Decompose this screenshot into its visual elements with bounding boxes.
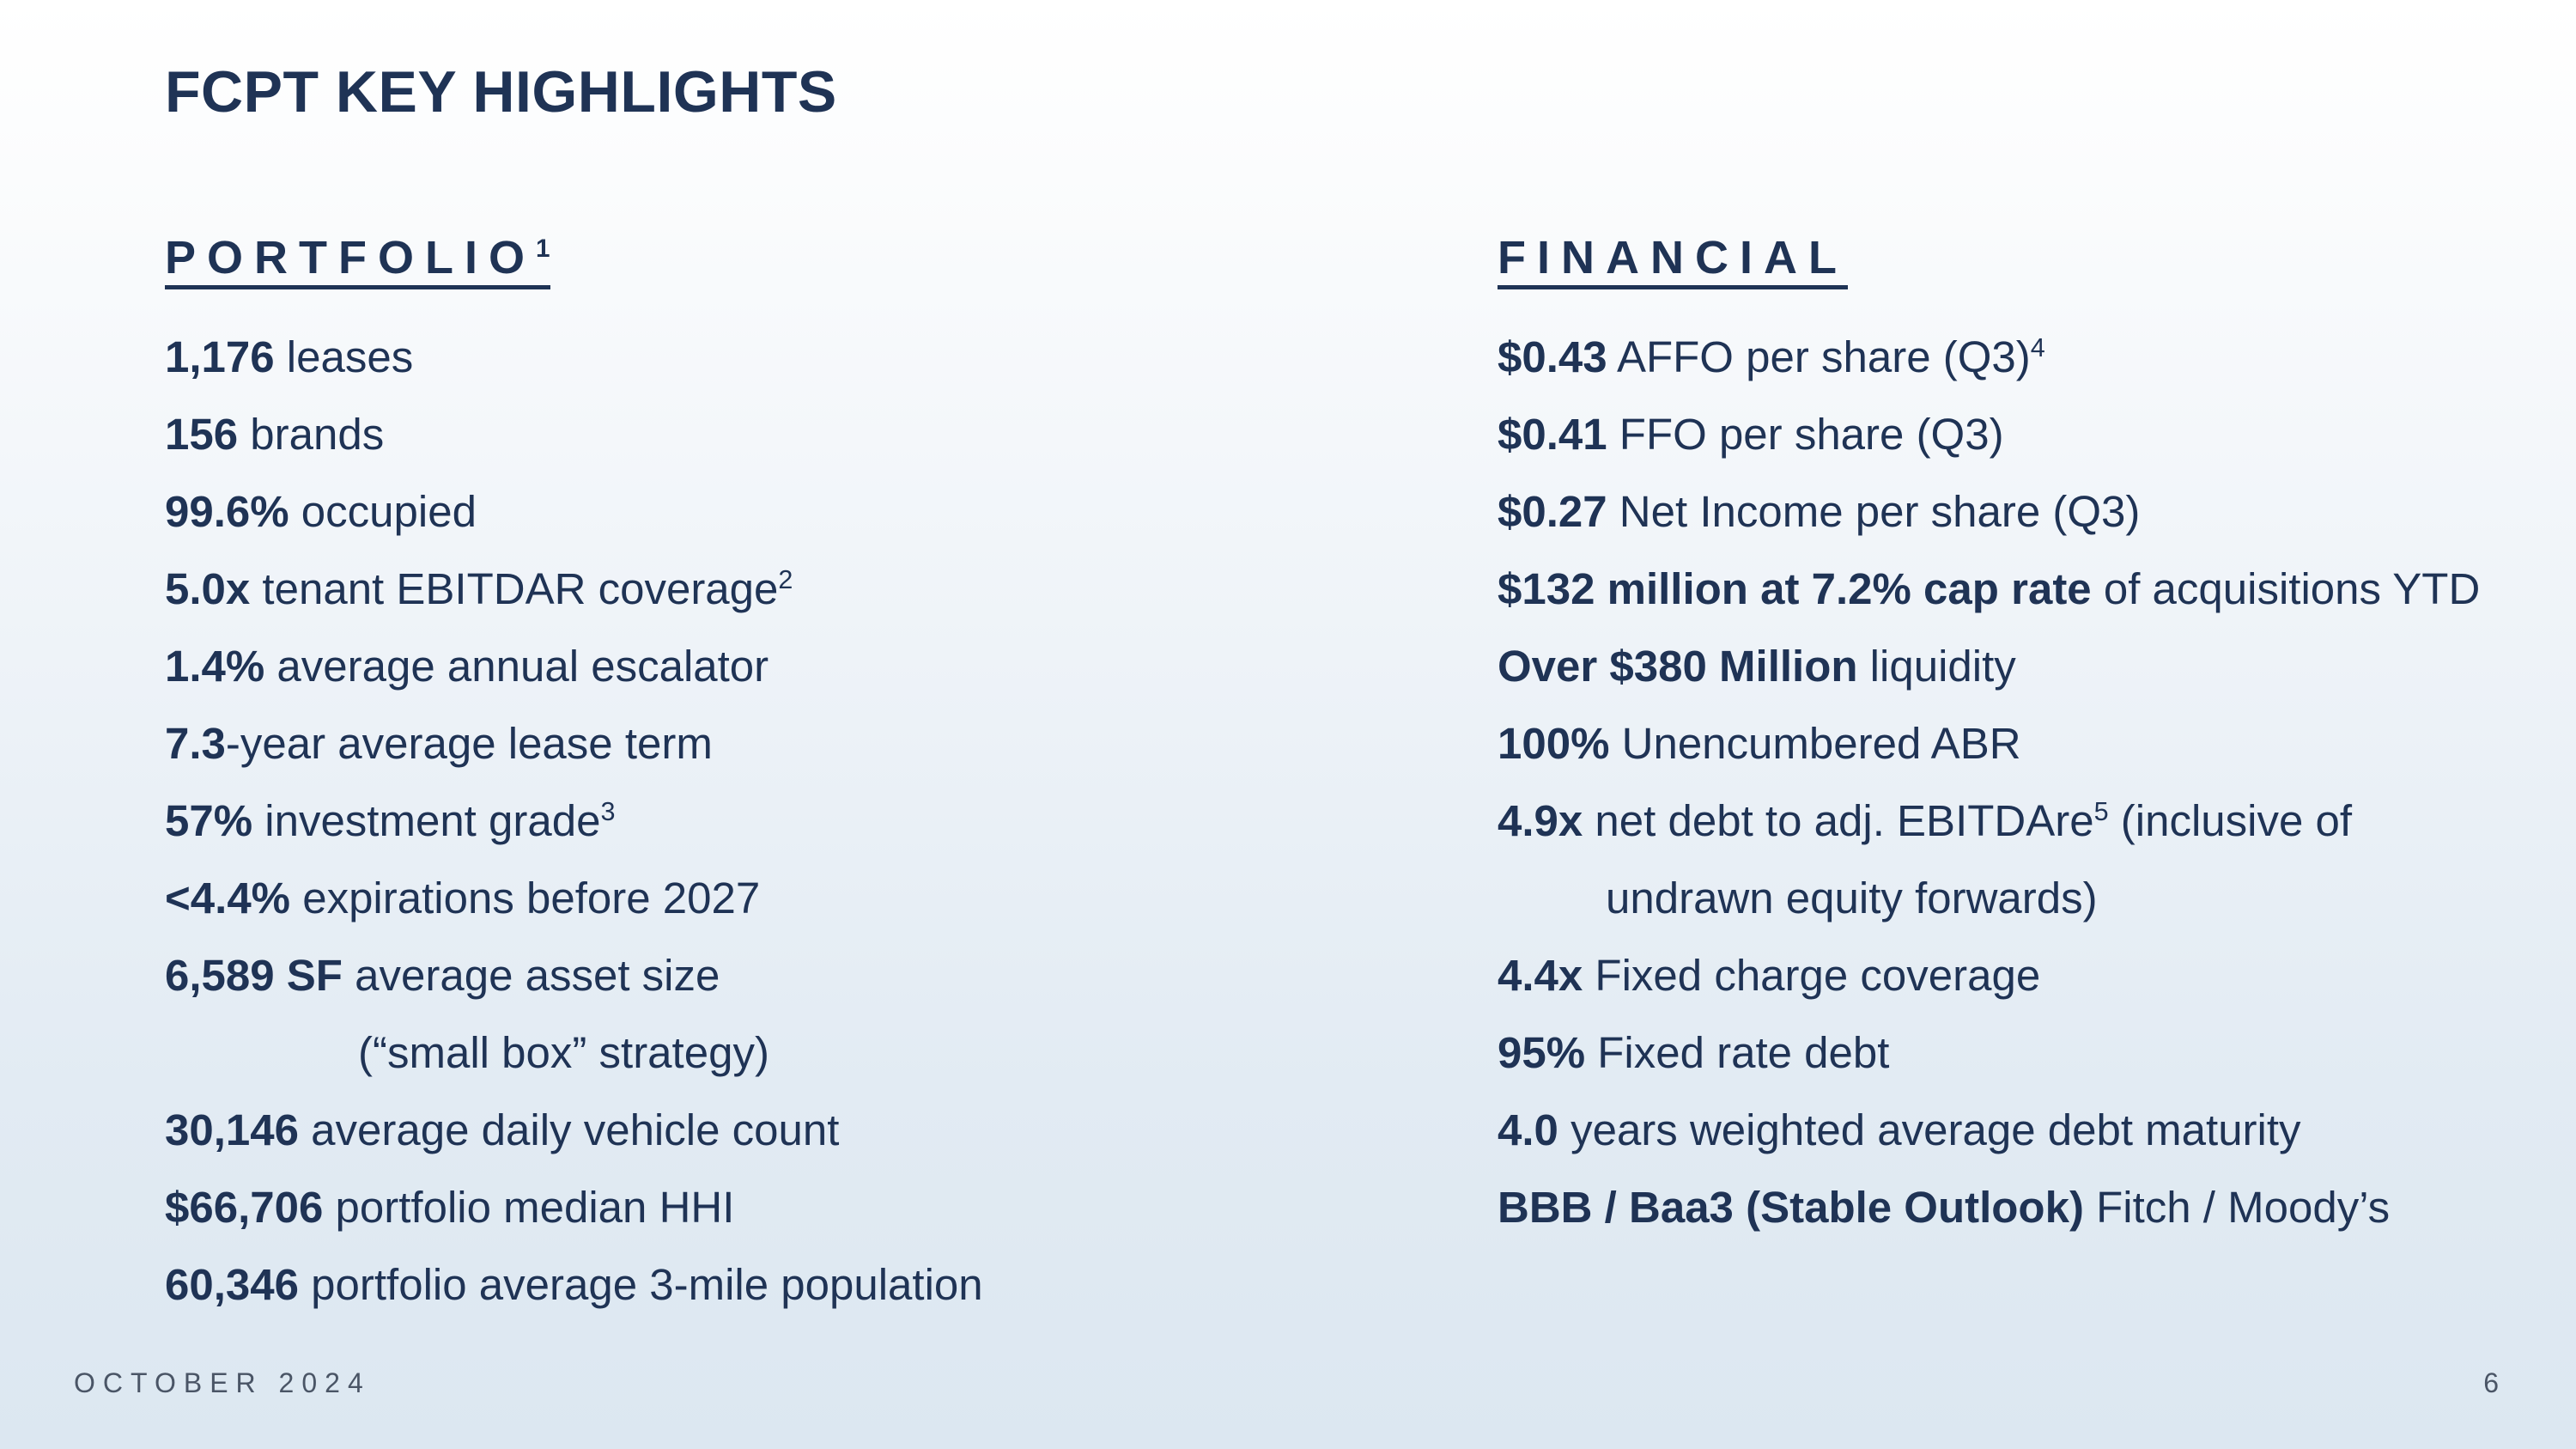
financial-item: 100% Unencumbered ABR [1498,705,2562,782]
portfolio-item: 60,346 portfolio average 3-mile populati… [165,1246,1410,1324]
metric-value: 1.4% [165,642,265,691]
metric-label: brands [238,410,385,459]
footnote-marker: 3 [600,797,616,826]
metric-label: average annual escalator [264,642,769,691]
metric-value: BBB / Baa3 (Stable Outlook) [1498,1183,2084,1232]
financial-section: FINANCIAL $0.43 AFFO per share (Q3)4 $0.… [1498,230,2562,1246]
portfolio-item: 1,176 leases [165,319,1410,396]
financial-item: 4.0 years weighted average debt maturity [1498,1092,2562,1169]
metric-label: leases [274,332,414,381]
portfolio-item: $66,706 portfolio median HHI [165,1169,1410,1246]
metric-value: 60,346 [165,1260,299,1309]
metric-label-continued: (inclusive of [2108,796,2353,845]
metric-label: investment grade [252,796,601,845]
metric-label: Fixed rate debt [1585,1028,1890,1077]
portfolio-item-continuation: (“small box” strategy) [165,1014,1410,1092]
footnote-marker: 2 [778,565,793,594]
footnote-marker: 5 [2093,797,2109,826]
portfolio-item: 57% investment grade3 [165,782,1410,860]
metric-label: portfolio median HHI [323,1183,735,1232]
financial-item: BBB / Baa3 (Stable Outlook) Fitch / Mood… [1498,1169,2562,1246]
metric-label: portfolio average 3-mile population [299,1260,983,1309]
metric-label: undrawn equity forwards) [1606,874,2098,922]
portfolio-item: 7.3-year average lease term [165,705,1410,782]
metric-value: 156 [165,410,239,459]
metric-label: years weighted average debt maturity [1558,1105,2301,1154]
portfolio-item: 1.4% average annual escalator [165,628,1410,705]
portfolio-section: PORTFOLIO1 1,176 leases 156 brands 99.6%… [165,230,1410,1324]
metric-value: 4.4x [1498,951,1583,1000]
portfolio-item: 6,589 SF average asset size [165,937,1410,1014]
page-number: 6 [2483,1367,2499,1398]
metric-label: AFFO per share (Q3) [1607,332,2031,381]
metric-value: 95% [1498,1028,1586,1077]
financial-heading: FINANCIAL [1498,230,1848,289]
page-title: FCPT KEY HIGHLIGHTS [165,59,837,125]
metric-label: Unencumbered ABR [1609,719,2021,768]
metric-label: of acquisitions YTD [2091,564,2481,613]
metric-value: 4.9x [1498,796,1583,845]
metric-label: (“small box” strategy) [358,1028,769,1077]
footnote-marker: 1 [535,234,550,263]
metric-label: Fixed charge coverage [1583,951,2041,1000]
portfolio-heading-text: PORTFOLIO [165,232,536,283]
metric-value: 5.0x [165,564,251,613]
metric-value: $66,706 [165,1183,324,1232]
portfolio-item: 5.0x tenant EBITDAR coverage2 [165,551,1410,628]
financial-item: $0.41 FFO per share (Q3) [1498,396,2562,473]
metric-label: average daily vehicle count [299,1105,840,1154]
metric-label: Fitch / Moody’s [2083,1183,2391,1232]
financial-item: $0.27 Net Income per share (Q3) [1498,473,2562,551]
financial-item: 4.9x net debt to adj. EBITDAre5 (inclusi… [1498,782,2562,860]
financial-item: Over $380 Million liquidity [1498,628,2562,705]
portfolio-item: 30,146 average daily vehicle count [165,1092,1410,1169]
footnote-marker: 4 [2030,333,2045,362]
metric-label: average asset size [342,951,720,1000]
metric-value: 6,589 SF [165,951,343,1000]
metric-value: 30,146 [165,1105,299,1154]
financial-item: $132 million at 7.2% cap rate of acquisi… [1498,551,2562,628]
metric-label: net debt to adj. EBITDAre [1583,796,2094,845]
metric-value: 100% [1498,719,1610,768]
metric-value: 57% [165,796,253,845]
metric-value: 1,176 [165,332,275,381]
metric-label: Net Income per share (Q3) [1607,487,2141,536]
metric-value: 4.0 [1498,1105,1558,1154]
financial-item: 4.4x Fixed charge coverage [1498,937,2562,1014]
portfolio-heading: PORTFOLIO1 [165,230,550,289]
metric-value: $0.43 [1498,332,1607,381]
metric-label: occupied [289,487,477,536]
metric-value: 7.3 [165,719,226,768]
metric-label: FFO per share (Q3) [1607,410,2004,459]
metric-value: <4.4% [165,874,291,922]
metric-value: $132 million at 7.2% cap rate [1498,564,2092,613]
portfolio-item: <4.4% expirations before 2027 [165,860,1410,937]
metric-label: expirations before 2027 [290,874,761,922]
metric-value: Over $380 Million [1498,642,1858,691]
metric-label: liquidity [1857,642,2016,691]
footer-date: OCTOBER 2024 [74,1367,371,1398]
metric-label: -year average lease term [225,719,713,768]
portfolio-item: 156 brands [165,396,1410,473]
metric-value: $0.27 [1498,487,1607,536]
financial-item: 95% Fixed rate debt [1498,1014,2562,1092]
portfolio-item: 99.6% occupied [165,473,1410,551]
financial-item: $0.43 AFFO per share (Q3)4 [1498,319,2562,396]
metric-label: tenant EBITDAR coverage [250,564,779,613]
metric-value: $0.41 [1498,410,1607,459]
financial-item-continuation: undrawn equity forwards) [1498,860,2562,937]
metric-value: 99.6% [165,487,289,536]
